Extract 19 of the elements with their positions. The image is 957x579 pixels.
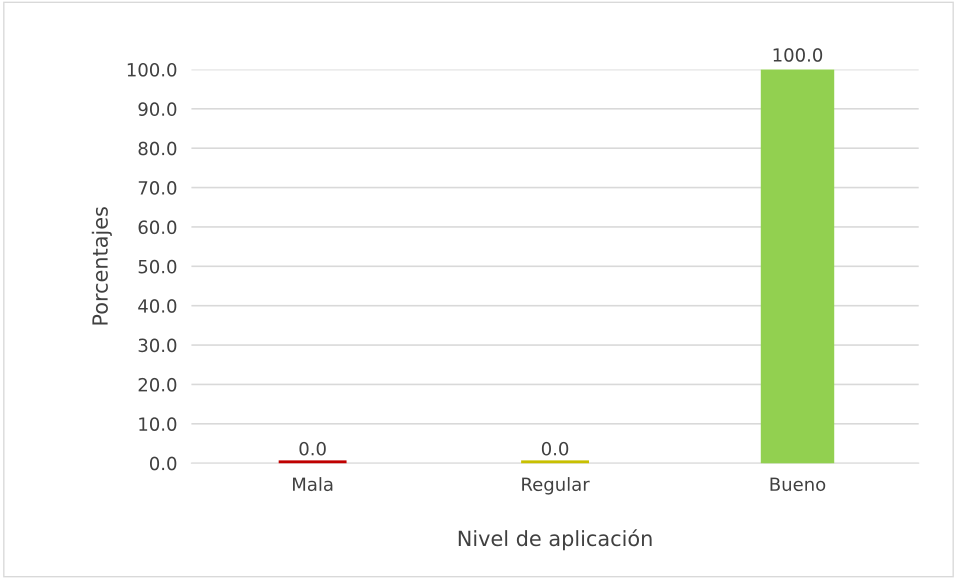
data-label: 100.0: [774, 48, 822, 62]
y-tick-label: 100.0: [128, 62, 176, 77]
x-tick-label: Mala: [293, 477, 332, 492]
y-tick-label: 70.0: [138, 181, 176, 195]
y-axis-title: Porcentajes: [92, 207, 112, 325]
y-tick-label: 60.0: [138, 220, 176, 234]
y-tick-label: 20.0: [138, 378, 176, 392]
data-label: 0.0: [299, 442, 326, 456]
y-tick-label: 40.0: [138, 299, 176, 313]
y-tick-label: 90.0: [138, 102, 176, 116]
data-label: 0.0: [542, 442, 568, 456]
y-tick-label: 0.0: [150, 456, 176, 470]
x-axis-title: Nivel de aplicación: [458, 529, 652, 550]
y-tick-label: 50.0: [138, 260, 176, 274]
y-tick-label: 10.0: [139, 417, 176, 431]
x-tick-label: Bueno: [770, 478, 826, 492]
y-tick-label: 30.0: [138, 338, 176, 352]
x-tick-label: Regular: [522, 477, 590, 495]
y-tick-label: 80.0: [138, 142, 176, 156]
